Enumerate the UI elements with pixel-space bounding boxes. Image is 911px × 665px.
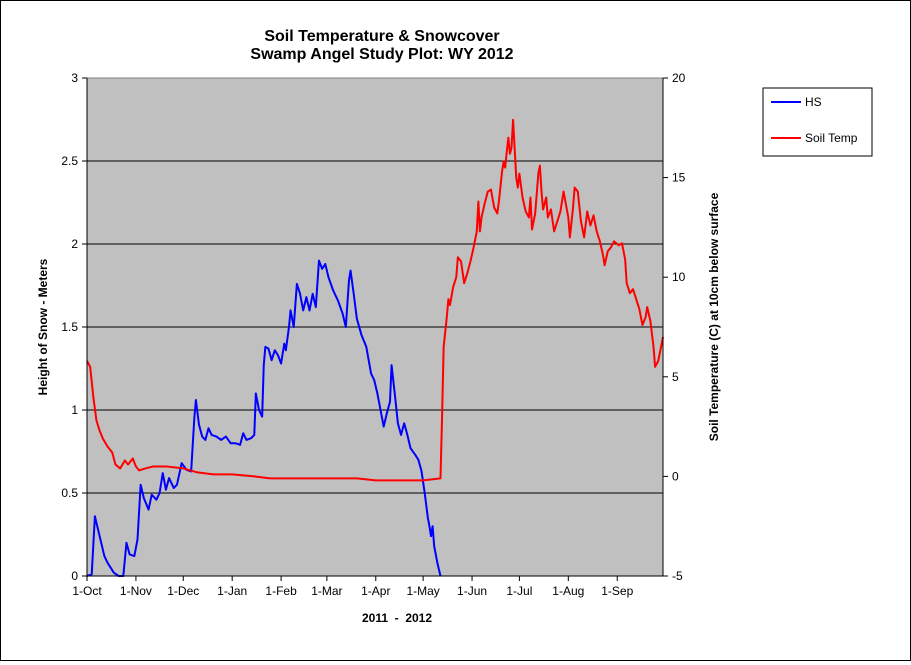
y-right-tick-label: 20 [672,71,686,85]
y-left-tick-label: 2.5 [61,154,78,168]
legend-box [762,87,873,157]
legend-label-soil-temp: Soil Temp [805,131,858,145]
y-right-tick-label: 5 [672,370,679,384]
x-tick-label: 1-Dec [167,584,199,598]
x-tick-label: 1-Jun [457,584,487,598]
x-tick-label: 1-Jul [506,584,532,598]
x-tick-label: 1-Jan [217,584,247,598]
x-tick-label: 1-Aug [552,584,584,598]
x-tick-label: 1-Oct [72,584,102,598]
series-line-hs [86,259,442,577]
x-tick-label: 1-Apr [361,584,390,598]
y-right-tick-label: 0 [672,469,679,483]
y-axis-label-right: Soil Temperature (C) at 10cm below surfa… [707,192,721,441]
series-layer [86,118,664,577]
x-axis-label: 2011 - 2012 [362,611,432,625]
y-left-tick-label: 2 [71,237,78,251]
y-left-tick-label: 1.5 [61,320,78,334]
legend: HS Soil Temp [762,87,873,157]
x-tick-label: 1-Sep [601,584,633,598]
y-left-tick-label: 1 [71,403,78,417]
legend-label-hs: HS [805,95,822,109]
chart-title-line-1: Soil Temperature & Snowcover [264,28,499,45]
axes: 0 0.5 1 1.5 2 2.5 3 -5 0 5 10 15 20 1-Oct 1-Nov 1-Dec 1-… [61,71,685,598]
y-left-tick-label: 0 [71,569,78,583]
x-tick-label: 1-May [406,584,439,598]
y-right-tick-label: 10 [672,270,686,284]
x-tick-label: 1-Mar [311,584,342,598]
series-line-soil-temp [86,118,664,482]
gridlines [87,160,663,494]
y-axis-label-left: Height of Snow - Meters [36,258,50,395]
y-right-tick-label: 15 [672,171,686,185]
y-left-tick-label: 0.5 [61,486,78,500]
x-tick-label: 1-Nov [120,584,152,598]
y-left-tick-label: 3 [71,71,78,85]
chart-title-line-2: Swamp Angel Study Plot: WY 2012 [250,46,513,63]
x-tick-label: 1-Feb [265,584,297,598]
y-right-tick-label: -5 [672,569,683,583]
